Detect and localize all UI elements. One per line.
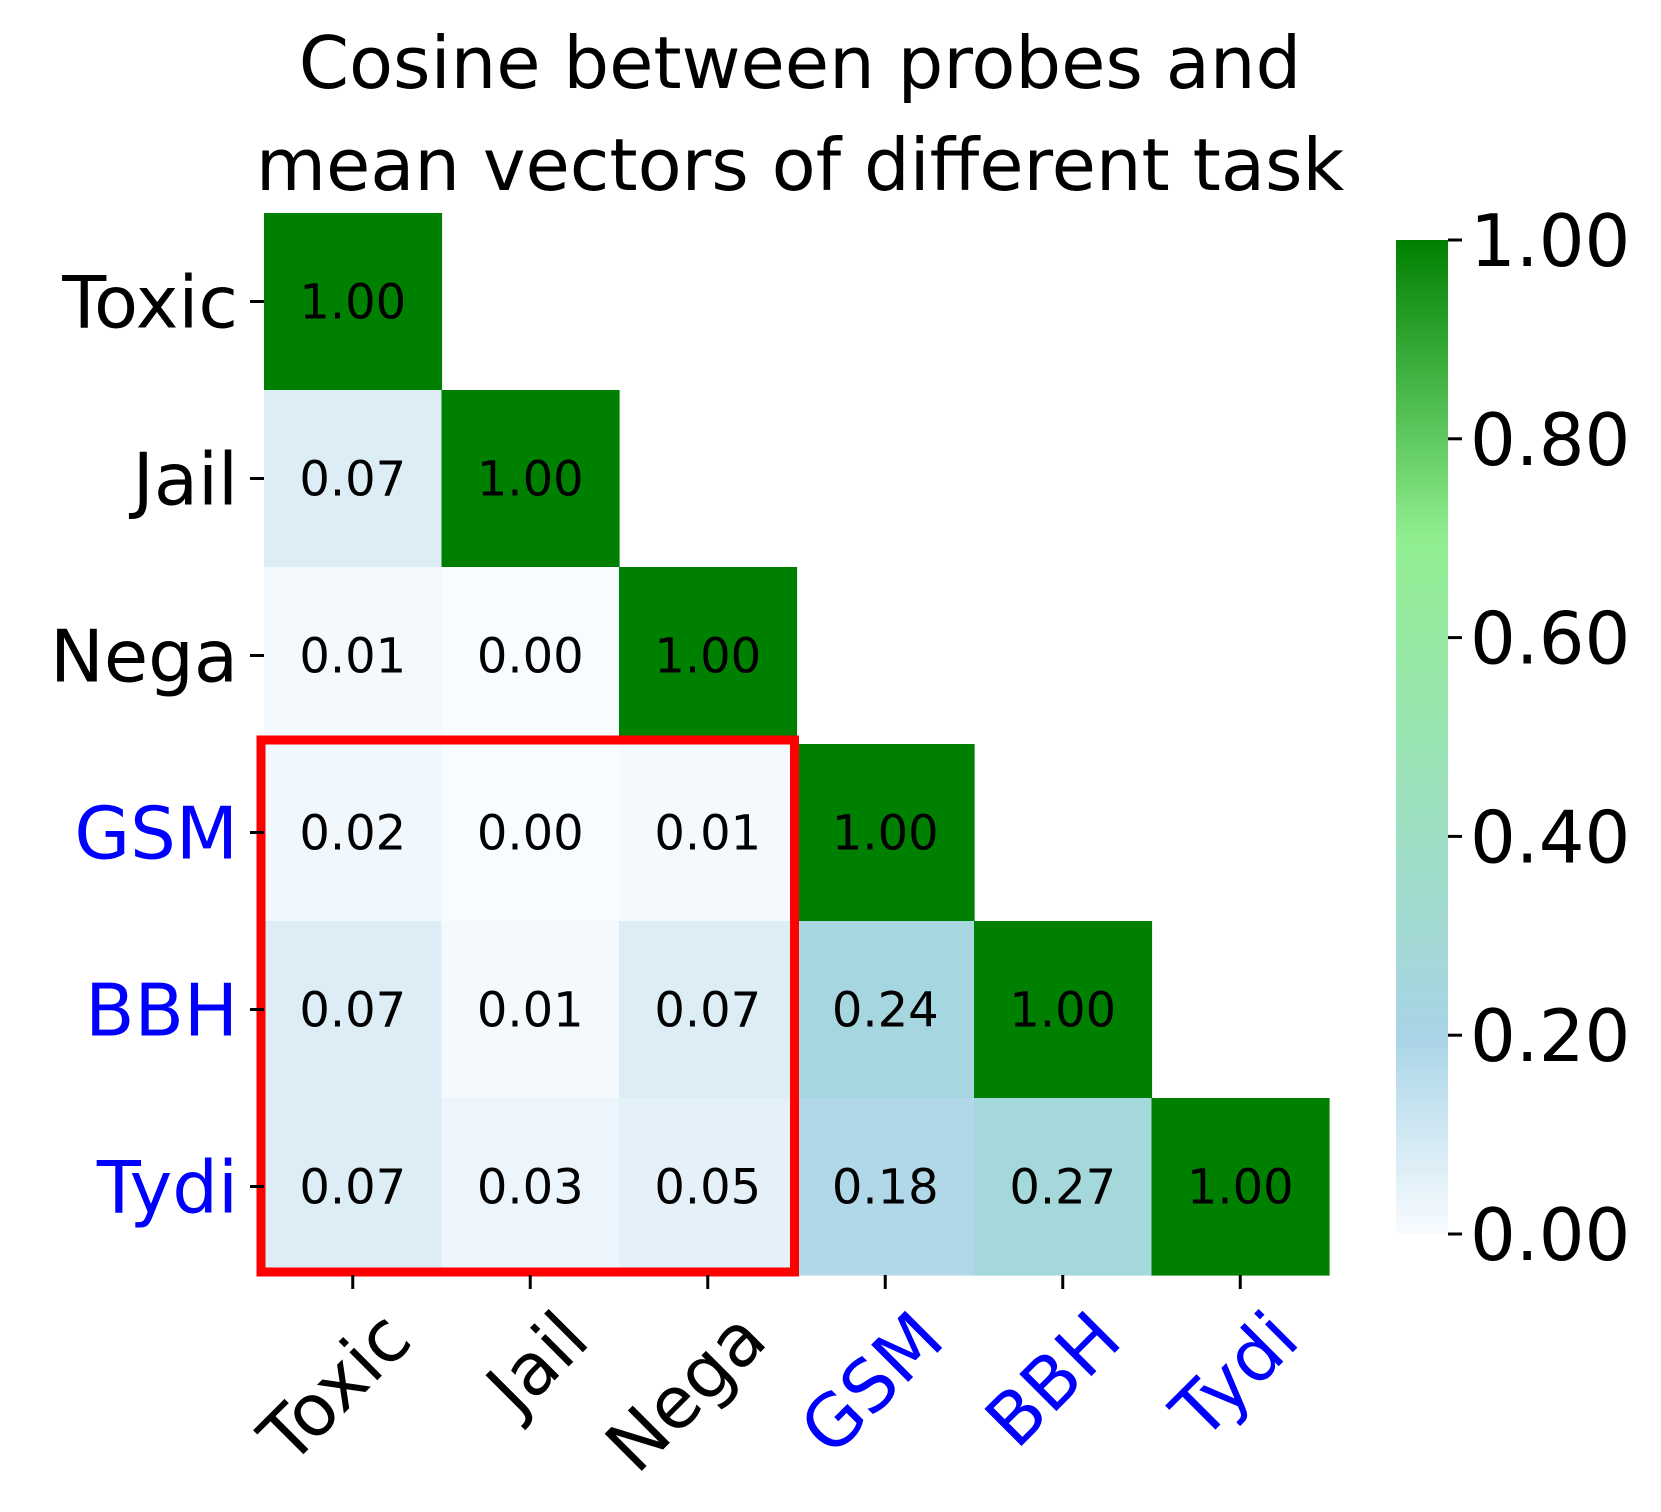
y-tick-label: Tydi: [96, 1146, 238, 1230]
colorbar-tick-label: 0.00: [1470, 1193, 1630, 1277]
cell-value-label: 0.07: [299, 983, 406, 1039]
heatmap-cell: [264, 921, 443, 1099]
colorbar-tick-label: 1.00: [1470, 199, 1630, 283]
x-tick-label: Toxic: [242, 1296, 426, 1480]
heatmap-cell: [441, 567, 620, 745]
heatmap-cell: [796, 1098, 975, 1276]
cell-value-label: 0.01: [477, 983, 584, 1039]
y-tick-label: BBH: [85, 969, 238, 1053]
cell-value-label: 0.18: [832, 1160, 939, 1216]
cell-value-label: 0.03: [477, 1160, 584, 1216]
heatmap-cell: [796, 744, 975, 922]
heatmap-cell: [264, 390, 443, 568]
heatmap-cell: [619, 1098, 798, 1276]
colorbar-tick-label: 0.20: [1470, 994, 1630, 1078]
cell-value-label: 0.07: [299, 452, 406, 508]
colorbar-tick-label: 0.40: [1470, 795, 1630, 879]
cell-value-label: 0.07: [654, 983, 761, 1039]
chart-title: Cosine between probes and mean vectors of…: [256, 21, 1345, 207]
highlight-box: [256, 735, 799, 1277]
heatmap-cells: [264, 213, 1330, 1276]
cell-value-label: 0.01: [299, 629, 406, 685]
heatmap-cell: [441, 1098, 620, 1276]
colorbar: 0.00 0.20 0.40 0.60 0.80 1.00: [1396, 199, 1630, 1277]
heatmap-cell: [974, 921, 1153, 1099]
highlight-rect: [256, 735, 799, 1277]
heatmap-cell: [264, 744, 443, 922]
x-tick-label: Tydi: [1154, 1296, 1314, 1456]
cell-value-label: 0.00: [477, 629, 584, 685]
cell-value-label: 1.00: [1187, 1160, 1294, 1216]
heatmap-cell: [619, 567, 798, 745]
chart-title-line-2: mean vectors of different task: [256, 123, 1345, 207]
cell-value-label: 0.01: [654, 806, 761, 862]
heatmap-cell: [264, 213, 443, 391]
heatmap-cell: [974, 1098, 1153, 1276]
heatmap-cell: [441, 390, 620, 568]
cell-value-label: 1.00: [1009, 983, 1116, 1039]
heatmap-cell: [796, 921, 975, 1099]
cell-value-label: 1.00: [299, 275, 406, 331]
x-tick-label: Nega: [589, 1296, 781, 1488]
colorbar-gradient: [1396, 240, 1448, 1234]
cell-value-label: 1.00: [654, 629, 761, 685]
cell-value-label: 0.24: [832, 983, 939, 1039]
heatmap-cell: [1151, 1098, 1330, 1276]
y-axis: Toxic Jail Nega GSM BBH Tydi: [50, 261, 264, 1230]
y-tick-label: Jail: [129, 438, 238, 522]
heatmap-cell: [619, 744, 798, 922]
cell-value-label: 0.05: [654, 1160, 761, 1216]
x-tick-label: GSM: [784, 1296, 959, 1471]
y-tick-label: Toxic: [61, 261, 238, 345]
heatmap-cell: [264, 567, 443, 745]
cell-value-label: 0.27: [1009, 1160, 1116, 1216]
x-tick-label: BBH: [969, 1296, 1137, 1464]
colorbar-tick-label: 0.60: [1470, 597, 1630, 681]
heatmap-cell: [264, 1098, 443, 1276]
cell-value-label: 1.00: [832, 806, 939, 862]
x-tick-label: Jail: [467, 1296, 604, 1433]
y-tick-label: GSM: [74, 792, 238, 876]
heatmap-cell: [441, 921, 620, 1099]
heatmap-cell: [619, 921, 798, 1099]
cell-value-label: 1.00: [477, 452, 584, 508]
heatmap-cell: [441, 744, 620, 922]
cell-value-label: 0.07: [299, 1160, 406, 1216]
y-tick-label: Nega: [50, 615, 238, 699]
chart-title-line-1: Cosine between probes and: [299, 21, 1302, 105]
colorbar-tick-label: 0.80: [1470, 398, 1630, 482]
cell-value-label: 0.00: [477, 806, 584, 862]
heatmap-cell-labels: 1.00 0.07 1.00 0.01 0.00 1.00 0.02 0.00 0.01 1.00…: [299, 275, 1293, 1216]
cell-value-label: 0.02: [299, 806, 406, 862]
